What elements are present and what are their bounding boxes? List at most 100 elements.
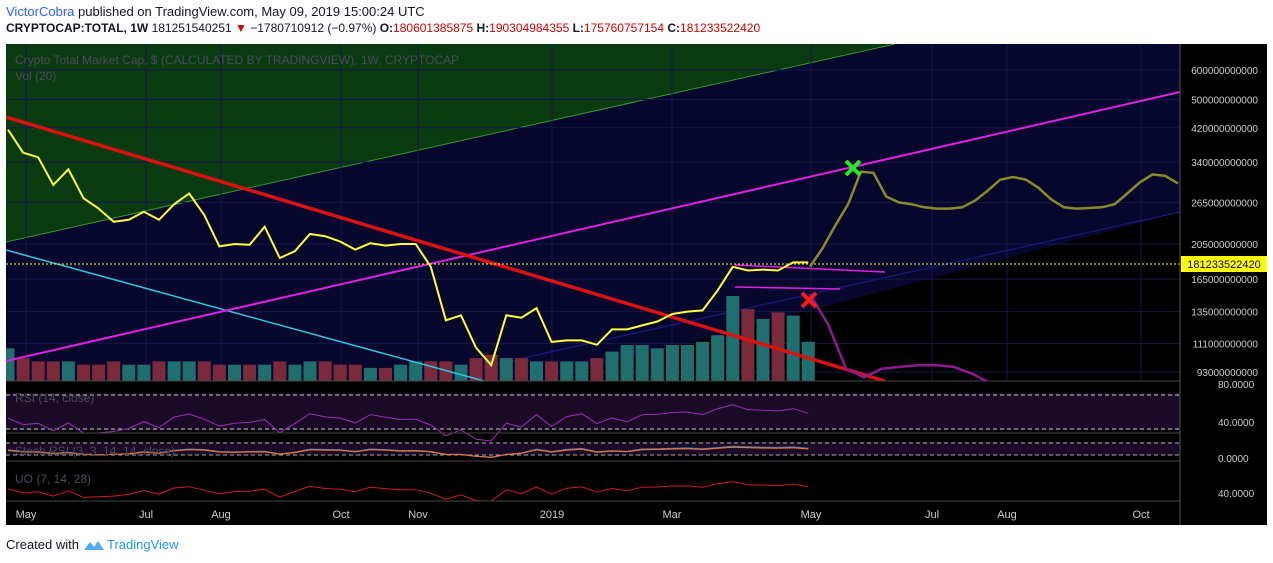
pink-flag-top	[734, 264, 886, 273]
projection-up-line	[808, 170, 1179, 268]
volume-bar	[741, 309, 755, 381]
x-tick-label: Aug	[211, 509, 231, 521]
volume-bar	[394, 364, 408, 381]
volume-bar	[454, 364, 468, 381]
volume-bar	[681, 345, 694, 381]
rsi-tick-high: 80.0000	[1218, 380, 1255, 391]
target-x-icon	[844, 159, 862, 177]
tradingview-link[interactable]: TradingView	[106, 537, 179, 552]
volume-bar	[545, 361, 559, 381]
y-tick-label: 500000000000	[1191, 96, 1258, 107]
uo-line	[7, 481, 809, 502]
rsi-label: RSI (14, close)	[15, 391, 94, 405]
volume-bar	[137, 364, 151, 381]
open-value: 180601385875	[393, 21, 474, 35]
rsi-band	[6, 393, 1180, 430]
volume-bar	[31, 361, 45, 381]
volume-bar	[348, 364, 362, 381]
x-tick-label: Oct	[1132, 509, 1149, 521]
y-tick-label: 340000000000	[1191, 158, 1258, 169]
author-link[interactable]: VictorCobra	[6, 4, 75, 19]
volume-bar	[514, 358, 528, 381]
publish-info: VictorCobra published on TradingView.com…	[6, 4, 425, 19]
stoch-label: Stoch RSI (3, 3, 14, 14, close)	[15, 444, 175, 458]
low-value: 175760757154	[583, 21, 665, 35]
x-tick-label: Jul	[139, 509, 153, 521]
magenta-channel-line	[6, 91, 1180, 362]
y-tick-label: 93000000000	[1197, 368, 1259, 379]
volume-bar	[333, 364, 347, 381]
volume-bar	[363, 367, 377, 381]
y-tick-label: 165000000000	[1191, 275, 1258, 286]
volume-bar	[696, 341, 710, 381]
volume-bar	[303, 361, 317, 381]
volume-bar	[560, 361, 574, 381]
volume-bar	[771, 312, 785, 381]
volume-bar	[620, 345, 634, 381]
y-tick-labels: 600000000000 500000000000 420000000000 3400…	[1191, 66, 1258, 379]
volume-bar	[575, 361, 589, 381]
volume-bar	[61, 361, 75, 381]
projection-down-line	[808, 293, 990, 381]
rsi-tick-low: 40.0000	[1218, 418, 1255, 429]
published-text: published on TradingView.com, May 09, 20…	[78, 4, 425, 19]
tradingview-logo-icon	[83, 540, 104, 550]
volume-bar	[530, 361, 543, 381]
red-downtrend-line	[6, 115, 886, 381]
volume-bar	[212, 364, 226, 381]
stoch-tick: 0.0000	[1218, 454, 1249, 465]
price-line	[7, 129, 809, 368]
volume-bar	[122, 364, 136, 381]
volume-bar	[379, 367, 392, 381]
close-value: 181233522420	[680, 21, 761, 35]
x-tick-label: May	[16, 509, 37, 521]
volume-bar	[469, 358, 483, 381]
y-tick-label: 111000000000	[1193, 339, 1259, 350]
y-tick-label: 205000000000	[1191, 240, 1258, 251]
cyan-trend-line	[6, 249, 485, 381]
last-price-tag-label: 181233522420	[1187, 259, 1260, 271]
volume-bar	[711, 335, 725, 381]
volume-bar	[635, 345, 649, 381]
x-tick-label: Mar	[663, 509, 682, 521]
volume-bar	[318, 361, 332, 381]
volume-bar	[273, 361, 287, 381]
volume-bar	[801, 341, 815, 381]
volume-bar	[786, 315, 800, 381]
volume-bar	[243, 364, 257, 381]
volume-bars	[6, 296, 815, 381]
volume-bar	[288, 364, 302, 381]
x-tick-labels: May Jul Aug Oct Nov 2019 Mar May Jul Aug Oct	[16, 509, 1150, 521]
volume-bar	[182, 361, 196, 381]
footer: Created with TradingView	[6, 537, 179, 552]
x-tick-label: Nov	[408, 509, 428, 521]
volume-bar	[424, 361, 438, 381]
high-label: H:	[476, 21, 490, 35]
volume-bar	[409, 361, 423, 381]
x-tick-label: Jul	[925, 509, 939, 521]
symbol: CRYPTOCAP:TOTAL, 1W	[6, 21, 149, 35]
volume-bar	[605, 351, 619, 381]
y-tick-label: 265000000000	[1191, 198, 1258, 209]
dark-region	[545, 212, 1180, 381]
volume-bar	[6, 348, 15, 381]
low-label: L:	[572, 21, 584, 35]
volume-bar	[197, 361, 211, 381]
last-price-tag	[1181, 256, 1267, 272]
ticker-info: CRYPTOCAP:TOTAL, 1W 181251540251 ▼ −1780…	[6, 21, 760, 35]
uo-tick: 40.0000	[1218, 489, 1255, 500]
volume-bar	[258, 364, 272, 381]
volume-bar	[77, 364, 90, 381]
down-arrow-icon: ▼	[235, 21, 247, 35]
blue-support-line	[419, 211, 1180, 381]
x-tick-label: Oct	[332, 509, 349, 521]
high-value: 190304984355	[489, 21, 570, 35]
volume-bar	[167, 361, 181, 381]
grid	[6, 44, 1180, 381]
created-with-text: Created with	[6, 537, 79, 552]
volume-bar	[228, 364, 241, 381]
volume-bar	[590, 358, 604, 381]
x-tick-label: Aug	[997, 509, 1017, 521]
y-tick-label: 600000000000	[1191, 66, 1258, 77]
